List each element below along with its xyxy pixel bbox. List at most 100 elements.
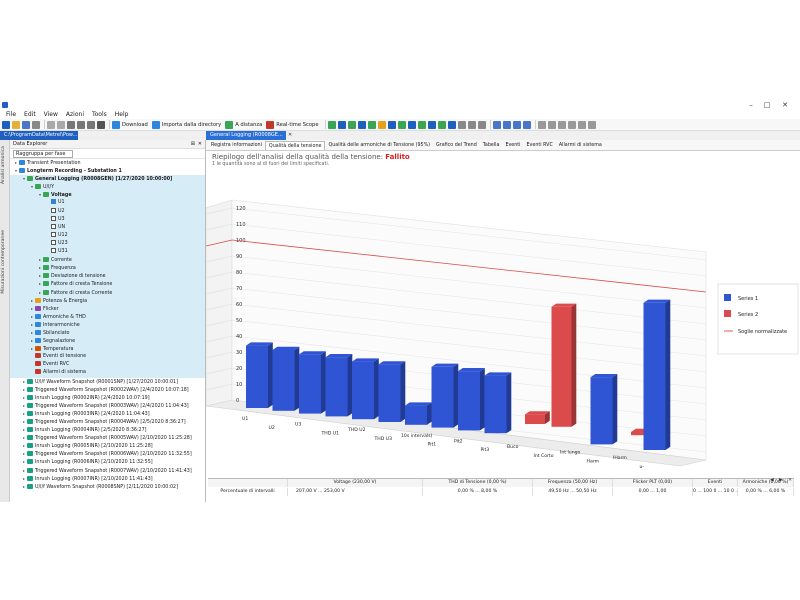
expand-toggle-icon[interactable]: ▸ [38, 257, 41, 263]
tool-icon[interactable] [467, 120, 476, 129]
channel-checkbox[interactable] [51, 223, 56, 229]
tool-icon[interactable] [387, 120, 396, 129]
channel-checkbox[interactable] [51, 231, 56, 237]
zoom-out-icon[interactable] [57, 120, 65, 129]
channel-checkbox[interactable] [51, 248, 56, 254]
view-tool-icon[interactable] [557, 120, 566, 129]
view-tool-icon[interactable] [547, 120, 556, 129]
tool-icon[interactable] [447, 120, 456, 129]
maximize-button[interactable]: □ [763, 101, 771, 109]
tab-qualita-armoniche[interactable]: Qualità delle armoniche di Tensione (95%… [328, 143, 431, 148]
expand-toggle-icon[interactable]: ▸ [22, 386, 25, 392]
menu-view[interactable]: View [43, 111, 58, 118]
tree-node[interactable]: ▸ Frequenza [10, 264, 205, 273]
expand-toggle-icon[interactable]: ▸ [22, 435, 25, 441]
expand-toggle-icon[interactable]: ▾ [30, 184, 33, 190]
expand-toggle-icon[interactable]: ▸ [30, 329, 33, 335]
tool-icon[interactable] [327, 120, 336, 129]
view-tool-icon[interactable] [537, 120, 546, 129]
expand-toggle-icon[interactable]: ▸ [22, 483, 25, 489]
expand-toggle-icon[interactable]: ▸ [30, 346, 33, 352]
tree-node[interactable]: Allarmi di sistema [10, 369, 205, 378]
tree-node[interactable]: UN [10, 223, 205, 232]
import-directory-button[interactable]: Importa dalla directory [161, 121, 222, 128]
close-panel-icon[interactable]: ✕ [197, 141, 202, 147]
expand-toggle-icon[interactable]: ▸ [38, 265, 41, 271]
tool-icon[interactable] [377, 120, 386, 129]
tree-node[interactable]: U31 [10, 248, 205, 257]
tree-node[interactable]: ▾ U/I/Y [10, 183, 205, 192]
expand-toggle-icon[interactable]: ▾ [14, 168, 17, 174]
zoom-in-icon[interactable] [47, 120, 55, 129]
tree-node[interactable]: ▸ Armoniche & THD [10, 312, 205, 321]
expand-toggle-icon[interactable]: ▸ [30, 313, 33, 319]
tree-node[interactable]: ▸ U/I/f Waveform Snapshot (R0008SNP) [2/1… [10, 483, 205, 491]
side-tab-simultaneous-measurements[interactable]: Misurazioni contemporanee [1, 230, 6, 294]
tree-node[interactable]: ▸ U/I/f Waveform Snapshot (R0001SNP) [1/2… [10, 378, 205, 386]
tree-node[interactable]: ▸ Fattore di cresta Tensione [10, 280, 205, 289]
chart-tool-icon[interactable] [492, 120, 501, 129]
minimize-button[interactable]: – [749, 101, 753, 109]
expand-toggle-icon[interactable]: ▸ [22, 402, 25, 408]
tool-icon[interactable] [367, 120, 376, 129]
tree-node[interactable]: U3 [10, 215, 205, 224]
tab-general-logging[interactable]: General Logging (R0008GE... [206, 131, 286, 140]
tool-icon[interactable] [477, 120, 486, 129]
chart-tool-icon[interactable] [522, 120, 531, 129]
expand-toggle-icon[interactable]: ▸ [38, 273, 41, 279]
expand-toggle-icon[interactable]: ▸ [30, 338, 33, 344]
expand-toggle-icon[interactable]: ▸ [22, 459, 25, 465]
scope-icon[interactable] [266, 120, 275, 129]
expand-toggle-icon[interactable]: ▸ [22, 410, 25, 416]
expand-toggle-icon[interactable]: ▾ [38, 192, 41, 198]
expand-toggle-icon[interactable]: ▸ [22, 475, 25, 481]
tool-icon[interactable] [337, 120, 346, 129]
expand-toggle-icon[interactable]: ▸ [22, 467, 25, 473]
tree-node[interactable]: Eventi di tensione [10, 353, 205, 362]
channel-checkbox[interactable] [51, 239, 56, 245]
tab-qualita-tensione[interactable]: Qualità della tensione [264, 141, 326, 150]
chart-tool-icon[interactable] [512, 120, 521, 129]
tree-node[interactable]: ▸ Inrush Logging (R0004INR) [2/5/2020 8:3… [10, 426, 205, 434]
tree-node[interactable]: ▸ Fattore di cresta Corrente [10, 288, 205, 297]
chart-tool-icon[interactable] [502, 120, 511, 129]
expand-toggle-icon[interactable]: ▸ [14, 160, 17, 165]
tree-node[interactable]: ▸ Transient Presentation [10, 159, 205, 167]
view-tool-icon[interactable] [587, 120, 596, 129]
tree-node[interactable]: ▸ Triggered Waveform Snapshot (R0003WAV) … [10, 402, 205, 410]
tree-node[interactable]: ▾ General Logging (R0008GEN) [1/27/2020 1… [10, 175, 205, 184]
tab-path[interactable]: C:\ProgramData\Metrel\Pow... [0, 131, 78, 140]
tree-node[interactable]: ▾ Longterm Recording - Substation 1 [10, 167, 205, 175]
expand-toggle-icon[interactable]: ▾ [22, 176, 25, 182]
channel-checkbox[interactable] [51, 199, 56, 205]
tab-grafico-trend[interactable]: Grafico del Trend [436, 143, 477, 148]
menu-tools[interactable]: Tools [91, 111, 107, 118]
menu-azioni[interactable]: Azioni [65, 111, 84, 118]
paste-icon[interactable] [87, 120, 95, 129]
tool-icon[interactable] [437, 120, 446, 129]
expand-toggle-icon[interactable]: ▸ [30, 297, 33, 303]
view-tool-icon[interactable] [567, 120, 576, 129]
new-icon[interactable] [2, 120, 10, 129]
tree-node[interactable]: ▸ Flicker [10, 304, 205, 313]
tree-node[interactable]: ▸ Inrush Logging (R0005INR) [2/10/2020 11… [10, 442, 205, 450]
menu-edit[interactable]: Edit [24, 111, 36, 118]
tree-node[interactable]: ▸ Inrush Logging (R0007INR) [2/10/2020 11… [10, 475, 205, 483]
tab-allarmi-sistema[interactable]: Allarmi di sistema [558, 143, 602, 148]
realtime-scope-button[interactable]: Real-time Scope [276, 121, 319, 128]
expand-toggle-icon[interactable]: ▸ [30, 305, 33, 311]
expand-toggle-icon[interactable]: ▸ [38, 281, 41, 287]
tree-node[interactable]: U2 [10, 207, 205, 216]
tree-node[interactable]: ▸ Potenza & Energia [10, 296, 205, 305]
tree-node[interactable]: ▸ Deviazione di tensione [10, 272, 205, 281]
tree-node[interactable]: ▸ Inrush Logging (R0002INR) [2/4/2020 10:… [10, 394, 205, 402]
pin-icon[interactable]: ⊞ [190, 141, 195, 147]
tab-tabella[interactable]: Tabella [482, 143, 500, 148]
close-window-button[interactable]: ✕ [782, 101, 788, 109]
print-icon[interactable] [32, 120, 40, 129]
tool-icon[interactable] [457, 120, 466, 129]
tree-node[interactable]: ▸ Temperatura [10, 345, 205, 354]
menu-file[interactable]: File [6, 111, 17, 118]
tool-icon[interactable] [357, 120, 366, 129]
remote-icon[interactable] [225, 120, 234, 129]
